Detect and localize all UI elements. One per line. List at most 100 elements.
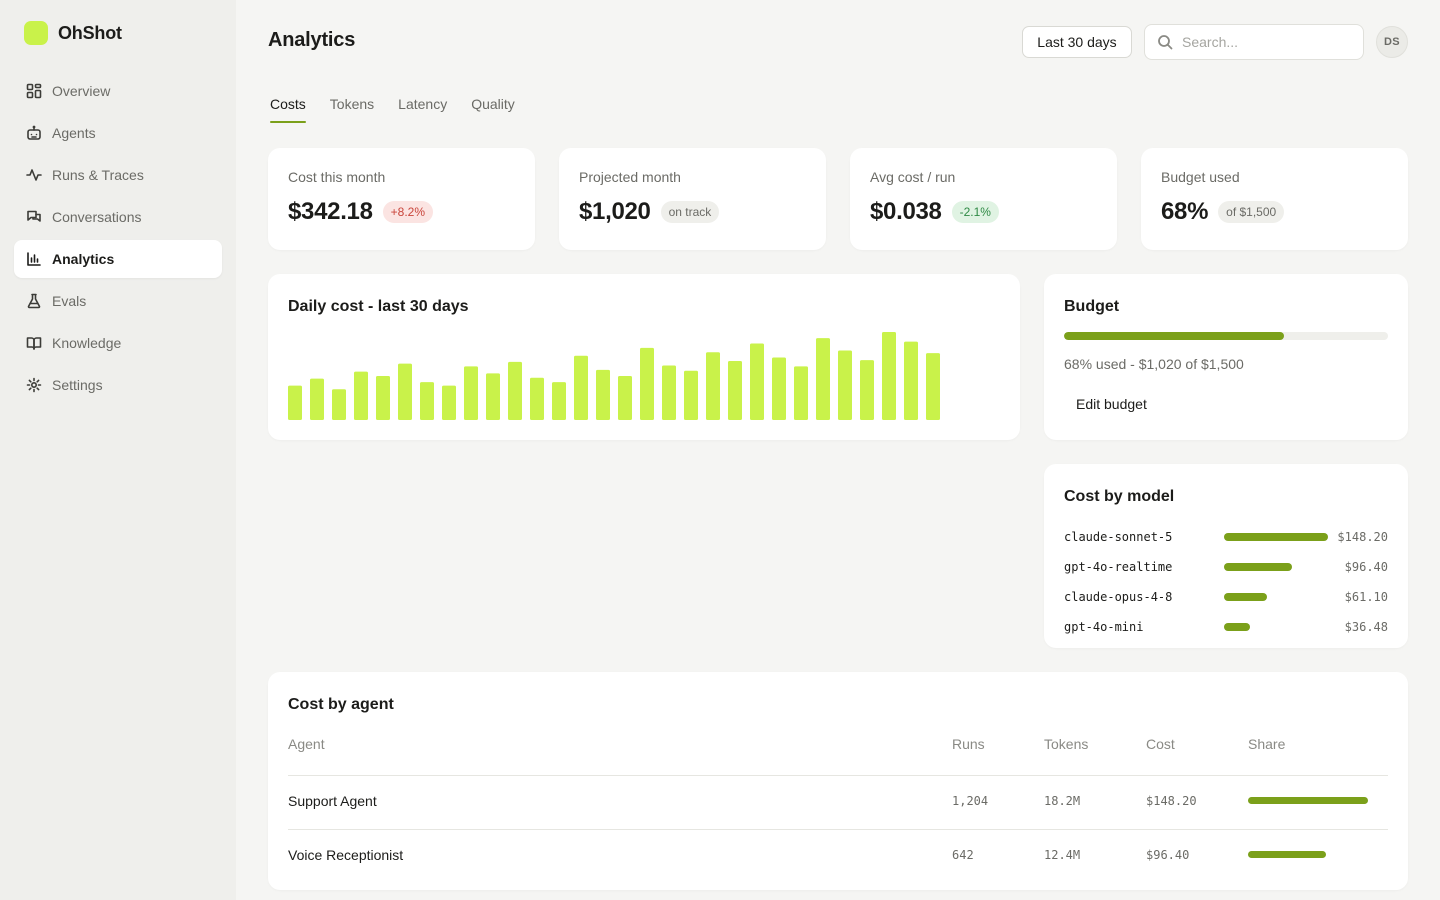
sidebar-item-label: Evals xyxy=(52,293,87,309)
daily-cost-bar[interactable] xyxy=(486,373,500,420)
flask-icon xyxy=(25,293,42,310)
daily-cost-bar[interactable] xyxy=(288,385,302,420)
sidebar-item-label: Overview xyxy=(52,83,111,99)
robot-icon xyxy=(25,125,42,142)
column-header-share[interactable]: Share xyxy=(1248,736,1286,752)
status-badge: on track xyxy=(660,201,720,223)
model-cost: $96.40 xyxy=(1344,560,1388,574)
tab-latency[interactable]: Latency xyxy=(398,96,448,112)
daily-cost-bar[interactable] xyxy=(772,357,786,420)
kpi-value: 68% xyxy=(1161,198,1209,225)
model-row: gpt-4o-mini $36.48 xyxy=(1064,612,1388,642)
kpi-value: $1,020 xyxy=(579,198,651,225)
daily-cost-bar[interactable] xyxy=(640,347,654,420)
agent-name: Voice Receptionist xyxy=(288,847,404,863)
daily-cost-bar[interactable] xyxy=(882,332,896,420)
daily-cost-bar[interactable] xyxy=(508,361,522,420)
sidebar-item-agents[interactable]: Agents xyxy=(14,114,222,152)
kpi-value: $342.18 xyxy=(288,198,373,225)
budget-summary: 68% used - $1,020 of $1,500 xyxy=(1064,356,1244,372)
tab-costs[interactable]: Costs xyxy=(270,96,306,123)
search-box[interactable] xyxy=(1144,24,1364,60)
column-header-cost[interactable]: Cost xyxy=(1146,736,1175,752)
model-cost: $148.20 xyxy=(1337,530,1388,544)
sidebar-nav: Overview Agents Runs & Traces Conversati… xyxy=(14,72,222,408)
agent-tokens: 12.4M xyxy=(1044,848,1081,862)
model-cost-bar xyxy=(1224,563,1292,571)
daily-cost-bar[interactable] xyxy=(530,377,544,420)
budget-title: Budget xyxy=(1064,298,1120,315)
table-row[interactable]: Support Agent 1,204 18.2M $148.20 xyxy=(288,776,1388,830)
daily-cost-bar[interactable] xyxy=(838,350,852,420)
kpi-card-cost-this-month: Cost this month $342.18 +8.2% xyxy=(268,148,535,250)
daily-cost-bar[interactable] xyxy=(706,352,720,420)
daily-cost-bar[interactable] xyxy=(574,355,588,420)
kpi-label: Cost this month xyxy=(288,169,386,185)
chat-icon xyxy=(25,209,42,226)
daily-cost-bar[interactable] xyxy=(398,363,412,420)
trend-badge: +8.2% xyxy=(382,201,434,223)
daily-cost-bar[interactable] xyxy=(728,361,742,420)
table-row[interactable]: Voice Receptionist 642 12.4M $96.40 xyxy=(288,830,1388,884)
daily-cost-bar[interactable] xyxy=(420,382,434,420)
daily-cost-bar[interactable] xyxy=(596,369,610,420)
daily-cost-bar[interactable] xyxy=(750,343,764,420)
gear-icon xyxy=(25,377,42,394)
model-cost: $36.48 xyxy=(1344,620,1388,634)
daily-cost-bar[interactable] xyxy=(332,389,346,420)
sidebar-item-evals[interactable]: Evals xyxy=(14,282,222,320)
daily-cost-bar[interactable] xyxy=(354,371,368,420)
daily-cost-bar[interactable] xyxy=(662,365,676,420)
daily-cost-bar[interactable] xyxy=(794,366,808,420)
daily-cost-bar[interactable] xyxy=(376,376,390,420)
model-name: gpt-4o-mini xyxy=(1064,620,1144,634)
edit-budget-button[interactable]: Edit budget xyxy=(1076,396,1147,412)
daily-cost-bar[interactable] xyxy=(552,382,566,420)
tab-tokens[interactable]: Tokens xyxy=(329,96,375,112)
daily-cost-title: Daily cost - last 30 days xyxy=(288,298,469,315)
grid-icon xyxy=(25,83,42,100)
column-header-agent[interactable]: Agent xyxy=(288,736,325,752)
column-header-runs[interactable]: Runs xyxy=(952,736,985,752)
model-row: claude-opus-4-8 $61.10 xyxy=(1064,582,1388,612)
sidebar-item-runs-traces[interactable]: Runs & Traces xyxy=(14,156,222,194)
daily-cost-bar[interactable] xyxy=(904,341,918,420)
search-input[interactable] xyxy=(1182,34,1352,50)
daily-cost-card: Daily cost - last 30 days xyxy=(268,274,1020,440)
daily-cost-bar[interactable] xyxy=(816,338,830,420)
daily-cost-bar[interactable] xyxy=(310,378,324,420)
daily-cost-bar[interactable] xyxy=(860,360,874,420)
activity-icon xyxy=(25,167,42,184)
model-list: claude-sonnet-5 $148.20 gpt-4o-realtime … xyxy=(1064,522,1388,642)
budget-progress-track xyxy=(1064,332,1388,340)
sidebar-item-analytics[interactable]: Analytics xyxy=(14,240,222,278)
daily-cost-bar[interactable] xyxy=(618,376,632,420)
model-cost: $61.10 xyxy=(1344,590,1388,604)
tab-quality[interactable]: Quality xyxy=(471,96,515,112)
agent-name: Support Agent xyxy=(288,793,377,809)
daily-cost-bar[interactable] xyxy=(684,370,698,420)
model-name: gpt-4o-realtime xyxy=(1064,560,1173,574)
avatar[interactable]: DS xyxy=(1376,26,1408,58)
sidebar-item-knowledge[interactable]: Knowledge xyxy=(14,324,222,362)
sidebar-item-overview[interactable]: Overview xyxy=(14,72,222,110)
daily-cost-bar[interactable] xyxy=(442,385,456,420)
sidebar-item-label: Agents xyxy=(52,125,96,141)
sidebar-item-label: Knowledge xyxy=(52,335,122,351)
date-range-button[interactable]: Last 30 days xyxy=(1022,26,1132,58)
model-cost-bar xyxy=(1224,593,1267,601)
model-row: gpt-4o-realtime $96.40 xyxy=(1064,552,1388,582)
column-header-tokens[interactable]: Tokens xyxy=(1044,736,1089,752)
agent-runs: 642 xyxy=(952,848,974,862)
brand[interactable]: OhShot xyxy=(24,21,122,45)
sidebar-item-conversations[interactable]: Conversations xyxy=(14,198,222,236)
agent-cost: $96.40 xyxy=(1146,848,1190,862)
bar-chart-icon xyxy=(25,251,42,268)
sidebar-item-settings[interactable]: Settings xyxy=(14,366,222,404)
sidebar-item-label: Conversations xyxy=(52,209,142,225)
daily-cost-bar[interactable] xyxy=(464,366,478,420)
table-header: Agent Runs Tokens Cost Share xyxy=(288,736,1388,776)
sidebar: OhShot Overview Agents Runs & Traces Con… xyxy=(0,0,236,900)
cost-by-model-title: Cost by model xyxy=(1064,488,1175,505)
daily-cost-bar[interactable] xyxy=(926,353,940,420)
